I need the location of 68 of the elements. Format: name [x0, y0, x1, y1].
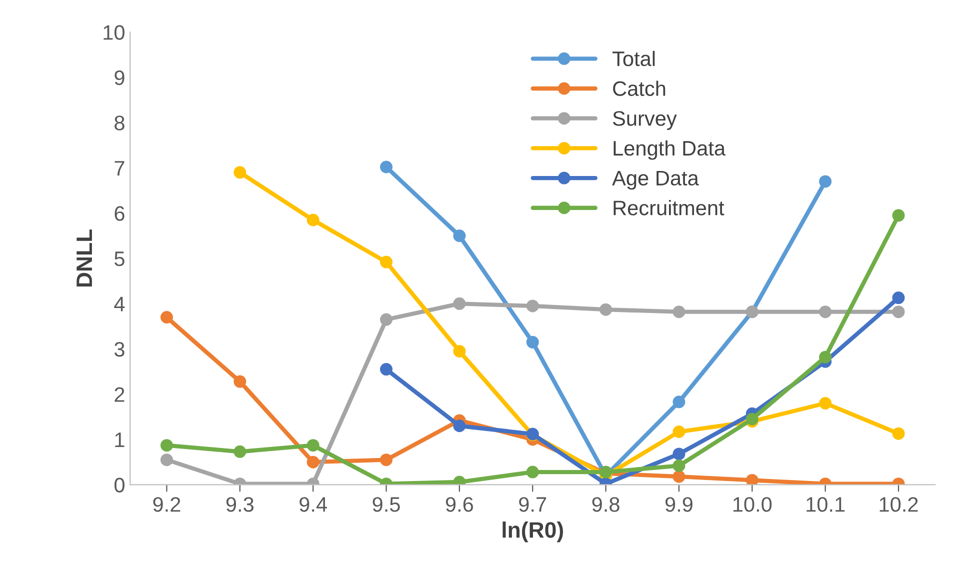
- point: [380, 313, 393, 326]
- point: [746, 412, 758, 426]
- x-tick-label: 9.2: [153, 497, 180, 512]
- y-tick-label: 6: [114, 206, 124, 221]
- point: [306, 439, 320, 452]
- point: [819, 397, 832, 410]
- point: [746, 474, 758, 485]
- x-tick-label: 9.3: [226, 497, 254, 512]
- point: [453, 230, 466, 242]
- point: [380, 256, 393, 268]
- y-axis-title: DNLL: [76, 229, 92, 287]
- legend-label: Length Data: [614, 140, 726, 160]
- point: [234, 375, 246, 388]
- legend-label: Total: [612, 50, 655, 66]
- legend-label: Age Data: [612, 170, 699, 190]
- point: [526, 300, 539, 312]
- point: [600, 303, 612, 316]
- point: [892, 292, 905, 304]
- point: [453, 297, 466, 310]
- point: [160, 439, 173, 452]
- y-tick-label: 8: [114, 116, 124, 130]
- point: [306, 214, 320, 226]
- x-tick-label: 10.1: [806, 497, 845, 512]
- point: [672, 448, 686, 460]
- point: [380, 160, 393, 174]
- y-tick-label: 10: [104, 25, 124, 40]
- point: [453, 344, 466, 358]
- point: [819, 350, 832, 364]
- legend-label: Catch: [613, 80, 666, 96]
- point: [380, 363, 393, 376]
- y-tick-label: 1: [115, 432, 124, 448]
- y-tick-label: 9: [114, 70, 124, 86]
- y-tick-label: 7: [114, 161, 124, 176]
- point: [672, 396, 686, 408]
- point: [819, 175, 832, 188]
- point: [160, 311, 173, 324]
- legend-label: Recruitment: [614, 200, 724, 216]
- point: [892, 306, 905, 318]
- point: [526, 466, 539, 478]
- x-tick-label: 10.2: [880, 497, 918, 512]
- x-tick-label: 9.5: [372, 497, 400, 512]
- x-axis-title: ln(R0): [502, 522, 563, 542]
- y-tick-label: 2: [114, 387, 124, 402]
- point: [306, 456, 320, 468]
- point: [160, 454, 173, 466]
- x-tick-label: 9.6: [446, 497, 473, 512]
- point: [672, 426, 686, 438]
- point: [892, 427, 905, 440]
- legend-label: Survey: [612, 111, 677, 130]
- point: [526, 336, 539, 348]
- point: [234, 445, 246, 458]
- x-tick-label: 9.4: [300, 497, 327, 512]
- point: [892, 209, 905, 222]
- y-tick-label: 5: [114, 252, 124, 266]
- y-tick-label: 4: [114, 296, 125, 312]
- x-tick-label: 9.7: [519, 497, 546, 512]
- point: [453, 420, 466, 432]
- x-tick-label: 10.0: [733, 497, 772, 512]
- y-tick-label: 3: [114, 342, 124, 357]
- point: [380, 454, 393, 466]
- y-tick-label: 0: [114, 478, 124, 492]
- x-tick-label: 9.8: [592, 497, 620, 512]
- point: [672, 306, 686, 318]
- x-tick-label: 9.9: [665, 497, 692, 512]
- point: [672, 459, 686, 472]
- point: [672, 470, 686, 483]
- point: [819, 306, 832, 318]
- point: [234, 166, 246, 179]
